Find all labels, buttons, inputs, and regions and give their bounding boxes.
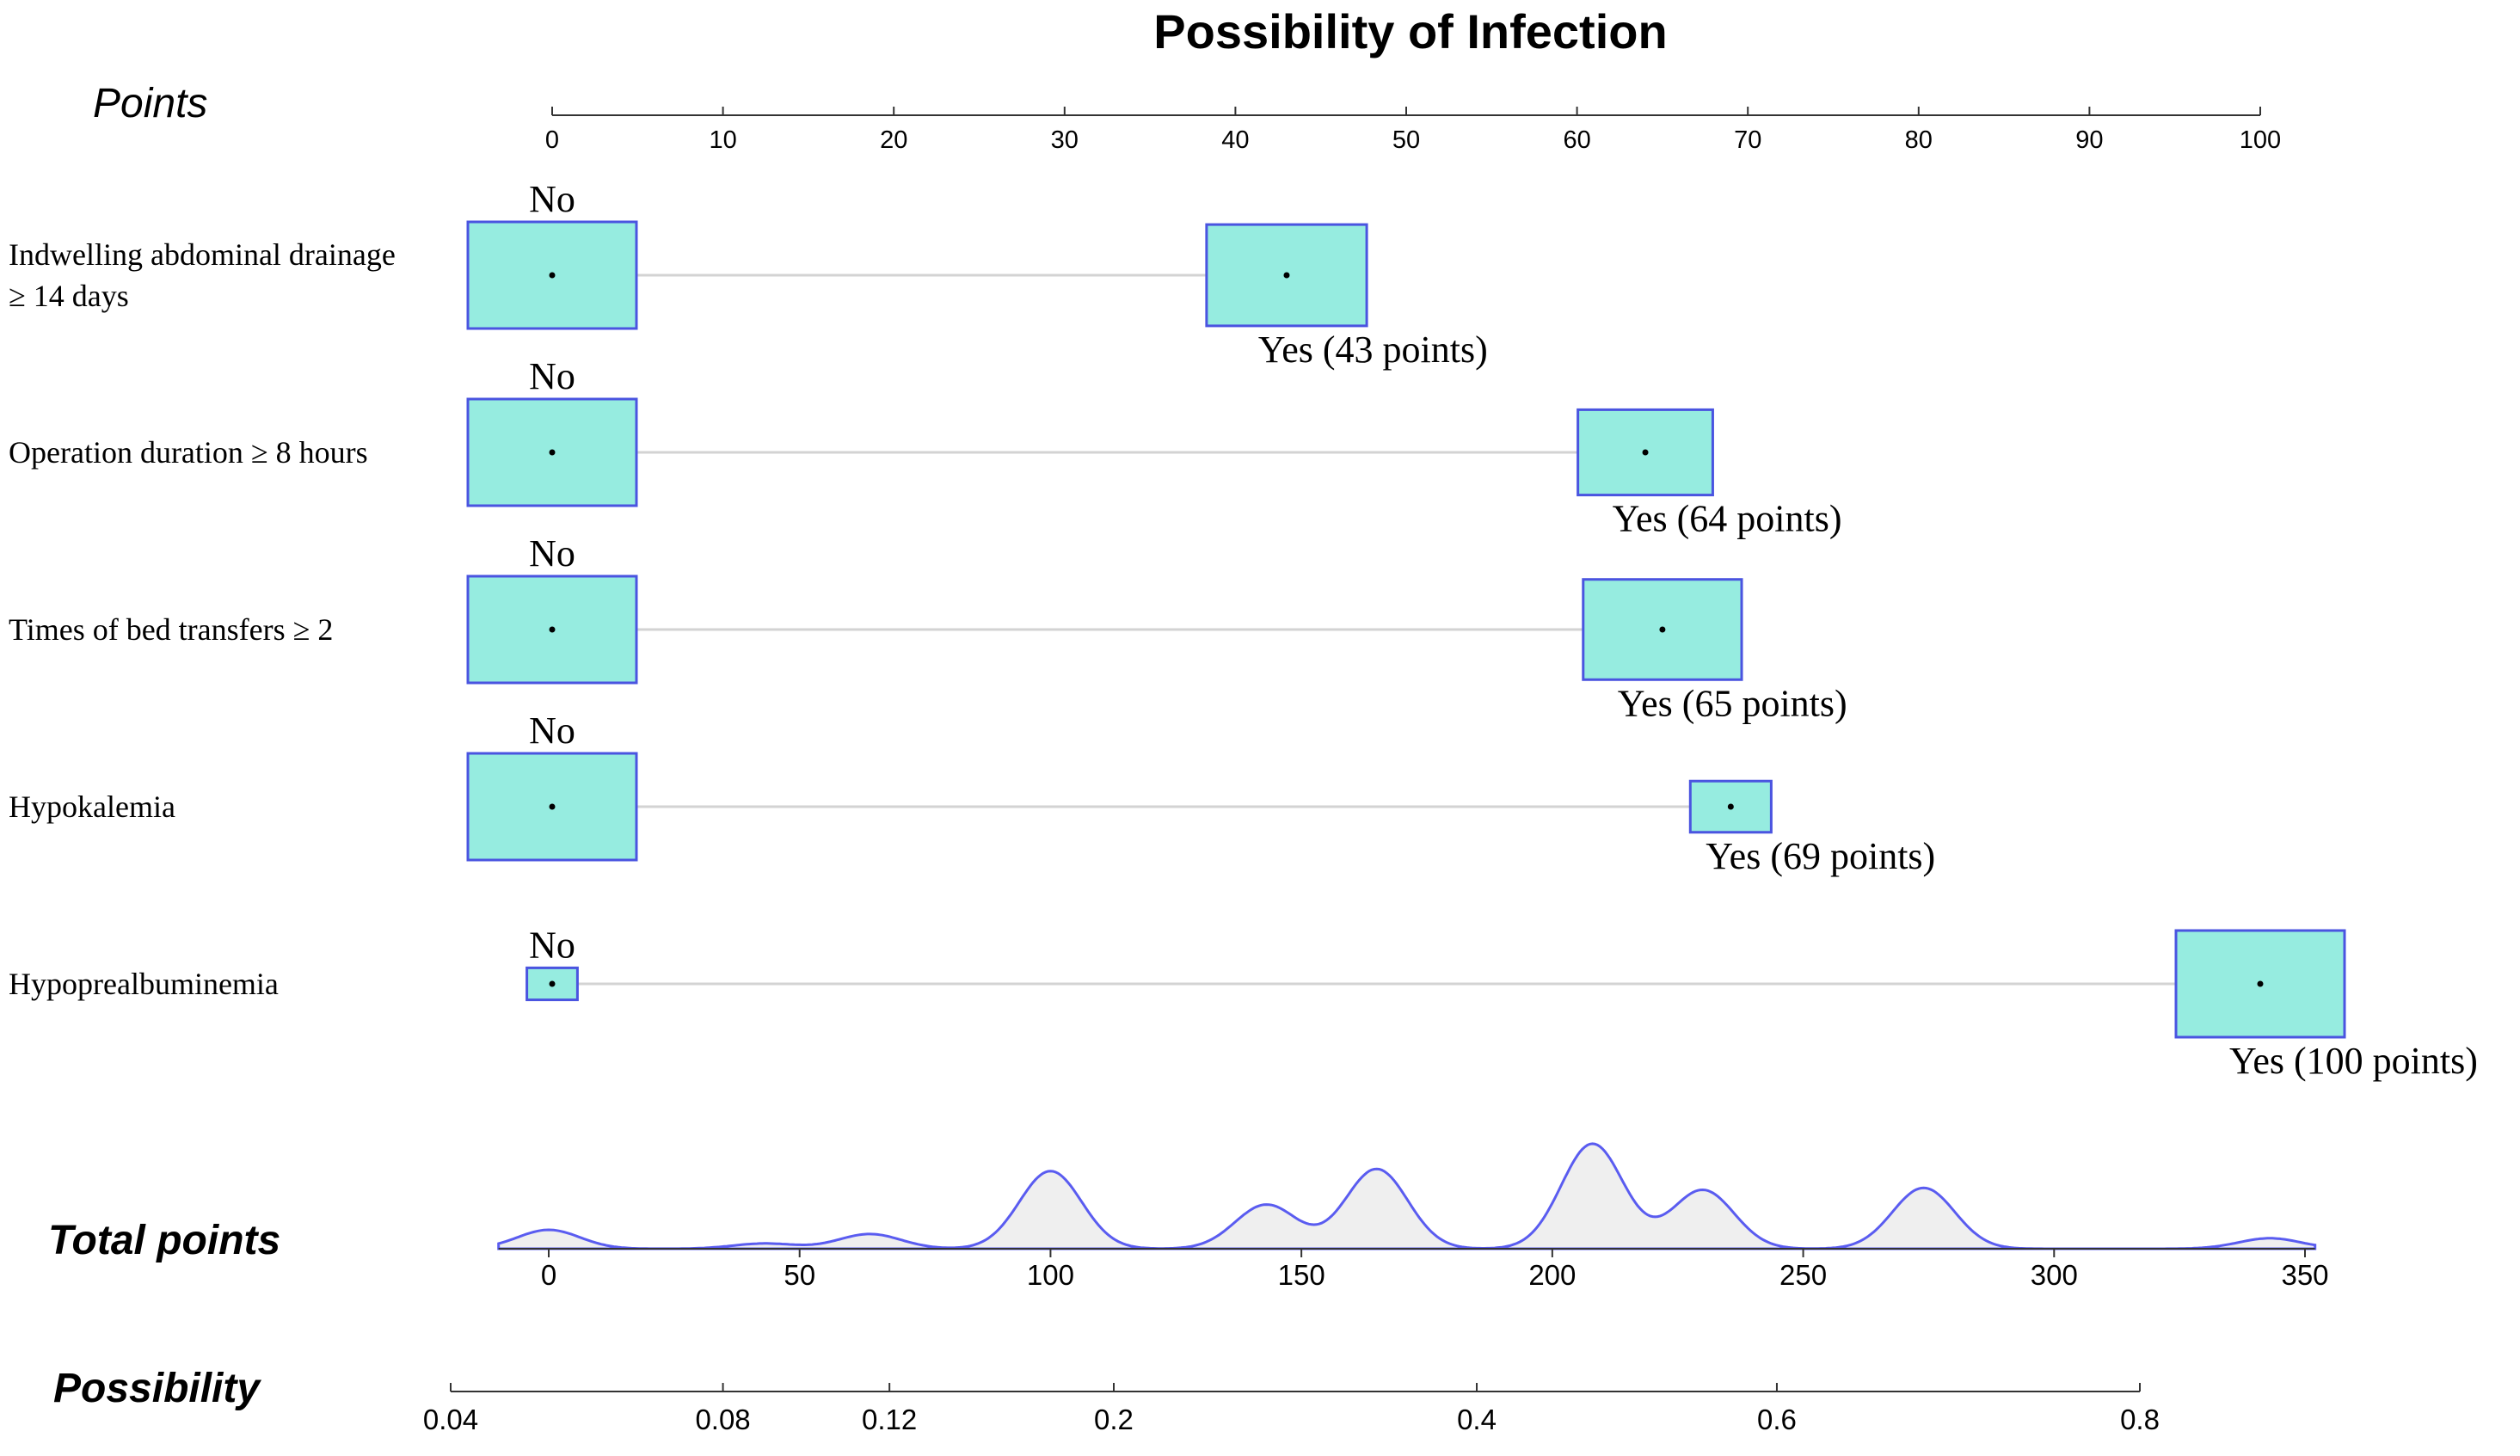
level-dot xyxy=(1727,803,1734,810)
total-tick-label: 50 xyxy=(784,1259,815,1291)
possibility-tick-label: 0.08 xyxy=(695,1404,750,1435)
possibility-tick-label: 0.6 xyxy=(1757,1404,1797,1435)
total-tick-label: 100 xyxy=(1027,1259,1074,1291)
points-tick-label: 60 xyxy=(1563,126,1590,154)
total-tick-label: 300 xyxy=(2031,1259,2078,1291)
variable-name: Operation duration ≥ 8 hours xyxy=(9,435,368,470)
total-points-label: Total points xyxy=(48,1218,280,1263)
variable-name: Indwelling abdominal drainage xyxy=(9,237,396,272)
possibility-label: Possibility xyxy=(53,1366,261,1411)
points-tick-label: 30 xyxy=(1051,126,1079,154)
variable-row: Operation duration ≥ 8 hours No Yes (64 po… xyxy=(9,355,1842,540)
possibility-tick-label: 0.04 xyxy=(423,1404,478,1435)
level-label-yes: Yes (65 points) xyxy=(1618,682,1847,724)
variable-rows: Indwelling abdominal drainage ≥ 14 days No… xyxy=(9,178,2478,1082)
level-label-yes: Yes (43 points) xyxy=(1258,329,1488,371)
variable-row: Hypokalemia No Yes (69 points) xyxy=(9,710,1935,877)
level-label-yes: Yes (64 points) xyxy=(1613,498,1842,540)
possibility-tick-label: 0.12 xyxy=(862,1404,917,1435)
possibility-axis: 0.04 0.08 0.12 0.2 0.4 0.6 0.8 xyxy=(423,1383,2160,1435)
variable-row: Hypoprealbuminemia No Yes (100 points) xyxy=(9,924,2478,1082)
level-dot xyxy=(549,272,556,279)
level-dot xyxy=(1642,449,1649,456)
total-points-density xyxy=(497,1142,2317,1250)
variable-row: Indwelling abdominal drainage ≥ 14 days No… xyxy=(9,178,1488,371)
points-tick-label: 70 xyxy=(1734,126,1761,154)
level-label-no: No xyxy=(529,710,575,752)
variable-name: ≥ 14 days xyxy=(9,279,129,313)
level-dot xyxy=(2257,980,2264,987)
points-tick-label: 80 xyxy=(1905,126,1933,154)
level-label-no: No xyxy=(529,532,575,574)
level-dot xyxy=(549,626,556,633)
total-tick-label: 200 xyxy=(1528,1259,1576,1291)
chart-title: Possibility of Infection xyxy=(1153,4,1667,58)
level-dot xyxy=(1283,272,1290,279)
total-tick-label: 350 xyxy=(2281,1259,2328,1291)
level-dot xyxy=(1659,626,1666,633)
level-box xyxy=(526,966,579,1002)
points-tick-label: 0 xyxy=(545,126,559,154)
total-points-axis: 0 50 100 150 200 250 300 350 xyxy=(497,1142,2329,1291)
variable-name: Hypokalemia xyxy=(9,789,175,824)
points-axis: 0 10 20 30 40 50 60 70 80 90 100 xyxy=(545,107,2281,154)
possibility-tick-label: 0.8 xyxy=(2120,1404,2160,1435)
level-label-yes: Yes (100 points) xyxy=(2229,1040,2478,1082)
total-tick-label: 250 xyxy=(1779,1259,1827,1291)
possibility-tick-label: 0.4 xyxy=(1457,1404,1497,1435)
points-tick-label: 90 xyxy=(2075,126,2103,154)
level-label-no: No xyxy=(529,355,575,397)
total-tick-label: 150 xyxy=(1278,1259,1325,1291)
points-axis-label: Points xyxy=(93,81,207,126)
level-dot xyxy=(549,803,556,810)
variable-row: Times of bed transfers ≥ 2 No Yes (65 poin… xyxy=(9,532,1847,724)
possibility-tick-label: 0.2 xyxy=(1094,1404,1134,1435)
variable-name: Times of bed transfers ≥ 2 xyxy=(9,612,333,647)
level-dot xyxy=(549,980,556,987)
points-tick-label: 50 xyxy=(1392,126,1420,154)
points-tick-label: 20 xyxy=(880,126,907,154)
level-label-no: No xyxy=(529,924,575,966)
variable-name: Hypoprealbuminemia xyxy=(9,967,279,1001)
level-label-no: No xyxy=(529,178,575,220)
total-tick-label: 0 xyxy=(541,1259,556,1291)
points-tick-label: 40 xyxy=(1221,126,1249,154)
points-tick-label: 100 xyxy=(2240,126,2281,154)
level-label-yes: Yes (69 points) xyxy=(1706,835,1935,877)
points-tick-label: 10 xyxy=(709,126,736,154)
level-dot xyxy=(549,449,556,456)
